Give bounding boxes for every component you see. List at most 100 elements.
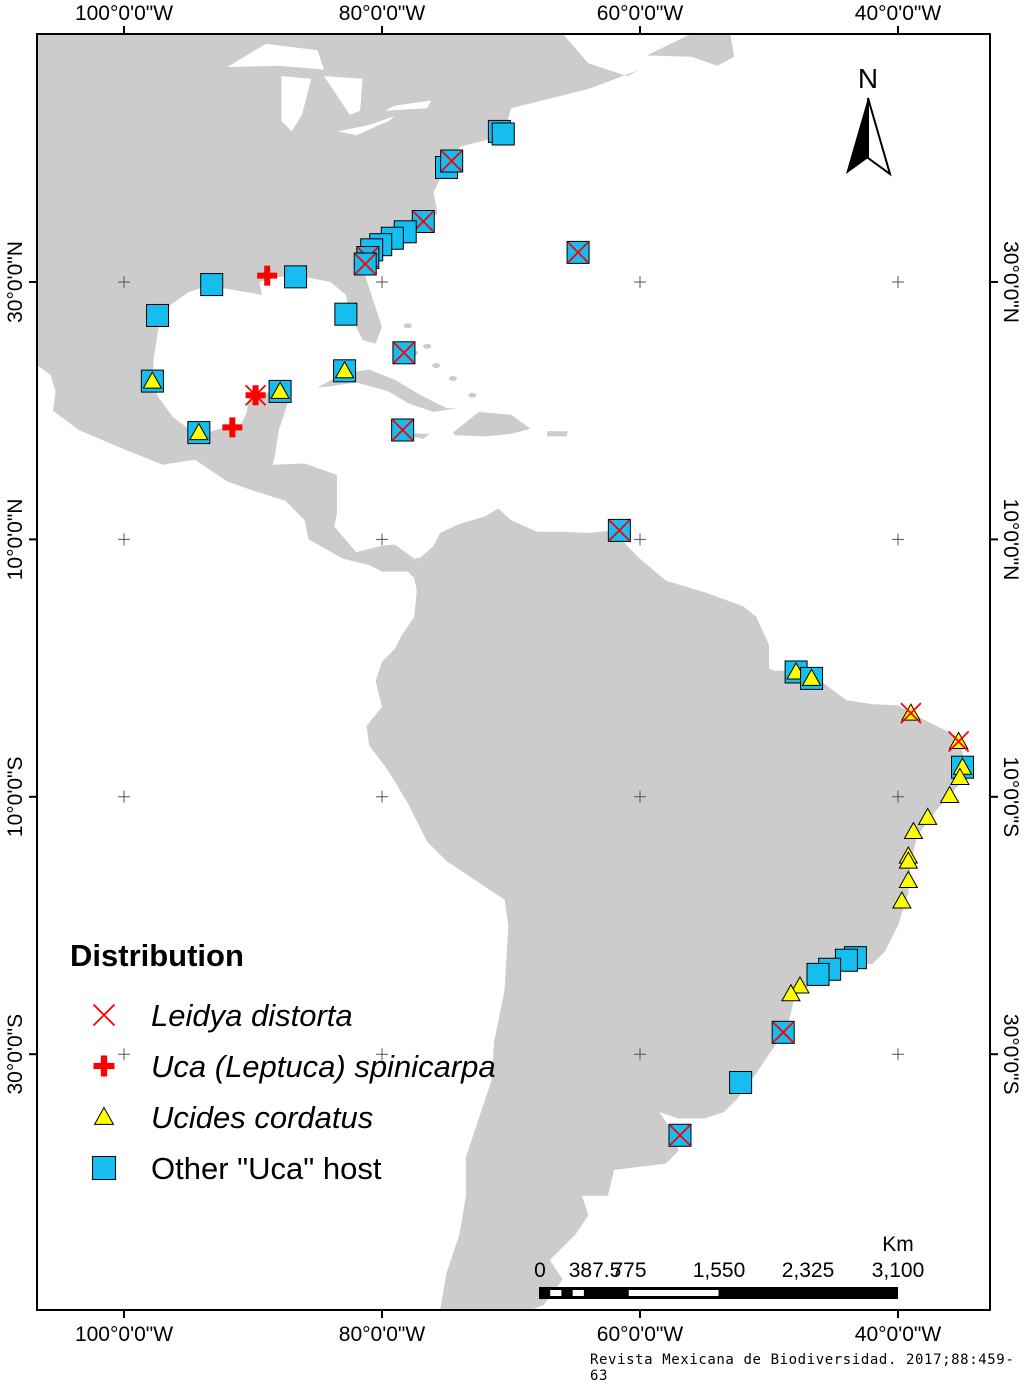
legend-label: Other "Uca" host <box>151 1151 382 1186</box>
leidya-distorta-marker <box>92 1003 116 1027</box>
scale-label: 0 <box>534 1259 546 1282</box>
other-uca-host-marker <box>146 303 170 327</box>
leidya-distorta-marker <box>567 241 589 264</box>
ucides-cordatus-marker <box>898 851 919 869</box>
ucides-cordatus-marker <box>950 767 970 785</box>
uca-spinicarpa-marker <box>93 1055 115 1077</box>
scale-bar-segment <box>628 1290 719 1296</box>
leidya-distorta-marker <box>244 384 267 406</box>
ucides-cordatus-marker <box>892 891 912 909</box>
ucides-cordatus-marker <box>93 1106 115 1125</box>
occurrence-site <box>353 252 377 276</box>
north-arrow-icon: N <box>846 63 892 177</box>
lon-label-top: 80°0'0"W <box>339 2 426 25</box>
occurrence-site <box>268 379 292 403</box>
occurrence-site <box>140 369 164 393</box>
leidya-distorta-marker <box>392 419 414 441</box>
scale-label: 1,550 <box>693 1259 746 1282</box>
ucides-cordatus-marker <box>781 983 801 1002</box>
leidya-distorta-marker <box>441 150 463 172</box>
uca-spinicarpa-marker <box>257 265 278 286</box>
occurrence-site <box>222 417 243 438</box>
graticule-cross <box>634 276 646 288</box>
occurrence-site <box>800 666 824 690</box>
north-label: N <box>858 63 878 94</box>
lake-ontario <box>384 100 431 111</box>
lat-label-left: 30°0'0"S <box>4 1014 27 1095</box>
lat-label-left: 10°0'0"N <box>4 499 27 581</box>
ucides-cordatus-marker <box>939 785 960 804</box>
lake-michigan <box>281 76 312 132</box>
lat-label-right: 30°0'0"N <box>999 241 1022 323</box>
ucides-cordatus-marker <box>801 668 822 686</box>
leidya-distorta-marker <box>608 519 630 542</box>
lon-label-top: 40°0'0"W <box>855 2 942 25</box>
lon-label-top: 100°0'0"W <box>75 2 173 25</box>
graticule-cross <box>892 790 904 803</box>
occurrence-site <box>257 265 278 286</box>
other-uca-host-marker <box>200 273 224 297</box>
scale-label: 775 <box>611 1259 646 1282</box>
axis-ticks: 100°0'0"W 100°0'0"W 80°0'0"W 80°0'0"W 60°0'0… <box>4 2 1022 1346</box>
landmass-marajo <box>762 670 789 688</box>
occurrence-site <box>892 891 912 909</box>
graticule-cross <box>118 1048 130 1061</box>
island <box>468 392 477 398</box>
occurrence-site <box>334 302 358 326</box>
occurrence-site <box>806 962 830 986</box>
other-uca-host-marker <box>806 962 830 986</box>
graticule-cross <box>118 276 130 288</box>
graticule-cross <box>376 276 388 288</box>
occurrence-site <box>491 122 515 146</box>
island <box>403 323 412 329</box>
ucides-cordatus-marker <box>334 360 355 379</box>
occurrence-site <box>771 1020 795 1044</box>
occurrence-site <box>898 870 919 888</box>
ucides-cordatus-marker <box>903 821 924 840</box>
island <box>423 343 432 349</box>
graticule-cross <box>376 1048 388 1061</box>
leidya-distorta-marker <box>772 1021 794 1043</box>
legend: Distribution Leidya distorta Uca (Leptuca… <box>70 938 496 1186</box>
occurrence-site <box>391 418 415 442</box>
scale-label: 2,325 <box>782 1259 835 1282</box>
lake-erie <box>338 116 395 136</box>
scale-label: 387.5 <box>569 1259 622 1282</box>
lon-label-bottom: 80°0'0"W <box>339 1323 426 1346</box>
legend-label: Ucides cordatus <box>151 1100 373 1135</box>
leidya-distorta-marker <box>900 702 922 724</box>
scale-bar-segment <box>550 1290 562 1296</box>
legend-label: Leidya distorta <box>151 998 353 1033</box>
occurrence-site <box>244 384 267 406</box>
landmass-newfoundland <box>646 33 735 66</box>
graticule-cross <box>892 533 904 546</box>
occurrence-site <box>729 1071 753 1095</box>
leidya-distorta-marker <box>393 342 415 364</box>
occurrence-site <box>146 303 170 327</box>
lon-label-bottom: 100°0'0"W <box>75 1323 173 1346</box>
graticule-cross <box>634 533 646 546</box>
ucides-cordatus-marker <box>917 807 938 825</box>
occurrence-site <box>200 273 224 297</box>
map-frame <box>36 33 991 1311</box>
scale-unit: Km <box>882 1233 914 1256</box>
occurrence-site <box>903 821 924 840</box>
occurrence-site <box>284 265 308 289</box>
ucides-cordatus-marker <box>898 870 919 888</box>
ucides-cordatus-marker <box>142 371 163 389</box>
landmass-puerto-rico <box>547 431 568 437</box>
occurrence-site <box>790 975 810 994</box>
other-uca-host-marker <box>491 122 515 146</box>
lat-label-right: 30°0'0"S <box>999 1014 1022 1095</box>
occurrence-site <box>392 341 416 365</box>
graticule-cross <box>634 1048 646 1061</box>
graticule-cross <box>118 533 130 546</box>
lat-label-right: 10°0'0"S <box>999 757 1022 838</box>
leidya-distorta-marker <box>669 1124 691 1146</box>
scale-bar-segment <box>572 1290 584 1296</box>
occurrence-site <box>566 240 590 264</box>
graticule-cross <box>376 790 388 803</box>
leidya-distorta-marker <box>947 730 970 753</box>
